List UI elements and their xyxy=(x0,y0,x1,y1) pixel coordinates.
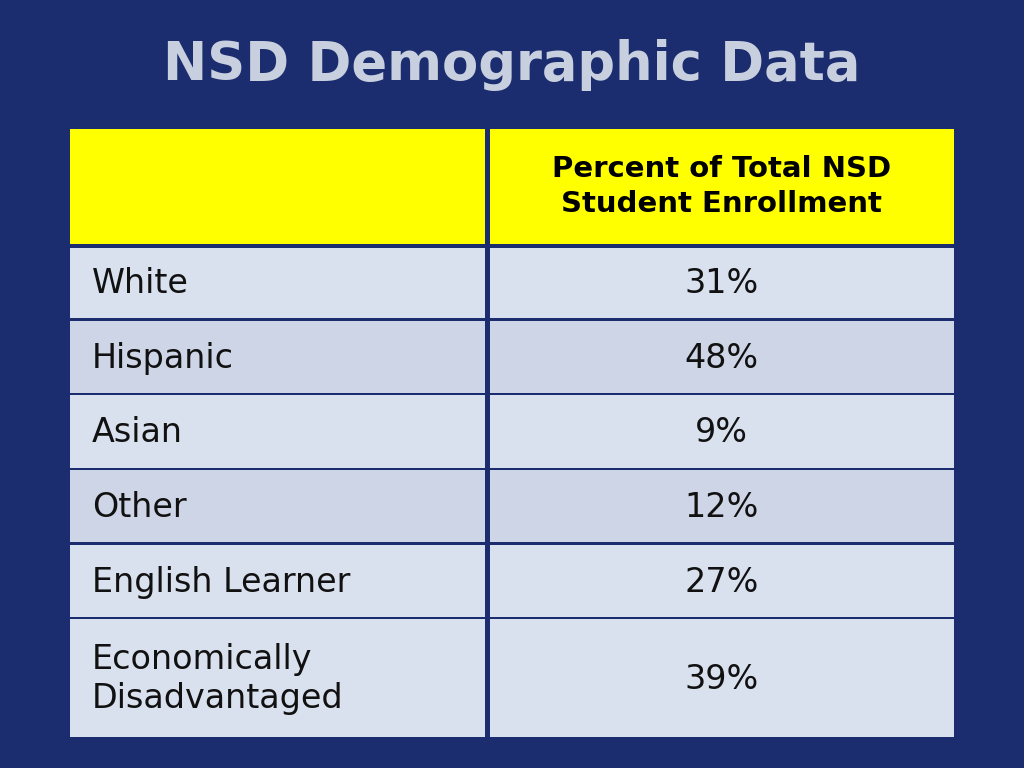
Bar xyxy=(485,619,957,739)
Text: NSD Demographic Data: NSD Demographic Data xyxy=(163,39,861,91)
Bar xyxy=(67,468,485,470)
Bar xyxy=(67,470,485,545)
Text: 31%: 31% xyxy=(684,267,759,300)
Bar xyxy=(67,396,485,470)
Text: 12%: 12% xyxy=(684,491,759,524)
Text: Percent of Total NSD
Student Enrollment: Percent of Total NSD Student Enrollment xyxy=(552,154,891,218)
Bar xyxy=(485,243,957,246)
Bar xyxy=(485,468,957,470)
Bar xyxy=(67,127,485,246)
Bar xyxy=(954,127,957,739)
Bar xyxy=(67,393,485,396)
Text: 9%: 9% xyxy=(695,416,748,449)
Bar xyxy=(67,619,485,739)
Bar xyxy=(485,127,490,739)
Text: White: White xyxy=(92,267,189,300)
Bar xyxy=(67,617,485,619)
Bar xyxy=(485,470,957,545)
Text: Hispanic: Hispanic xyxy=(92,342,234,375)
Text: Asian: Asian xyxy=(92,416,183,449)
Text: 27%: 27% xyxy=(684,565,759,598)
Bar xyxy=(485,393,957,396)
Text: 39%: 39% xyxy=(684,663,759,696)
Bar xyxy=(485,617,957,619)
Bar xyxy=(67,243,485,246)
Bar xyxy=(485,542,957,545)
Bar xyxy=(67,321,485,396)
Bar xyxy=(67,545,485,619)
Bar xyxy=(67,127,957,129)
Text: Economically
Disadvantaged: Economically Disadvantaged xyxy=(92,644,344,715)
Bar xyxy=(485,246,957,321)
Bar xyxy=(485,319,957,321)
Bar xyxy=(67,246,957,248)
Bar xyxy=(67,127,70,739)
Bar xyxy=(67,319,485,321)
Bar xyxy=(67,246,485,321)
Bar xyxy=(485,545,957,619)
Text: 48%: 48% xyxy=(684,342,759,375)
Bar xyxy=(485,127,957,246)
Bar xyxy=(485,396,957,470)
Text: English Learner: English Learner xyxy=(92,565,350,598)
Text: Other: Other xyxy=(92,491,186,524)
Bar xyxy=(67,542,485,545)
Bar xyxy=(67,737,957,739)
Bar xyxy=(485,321,957,396)
